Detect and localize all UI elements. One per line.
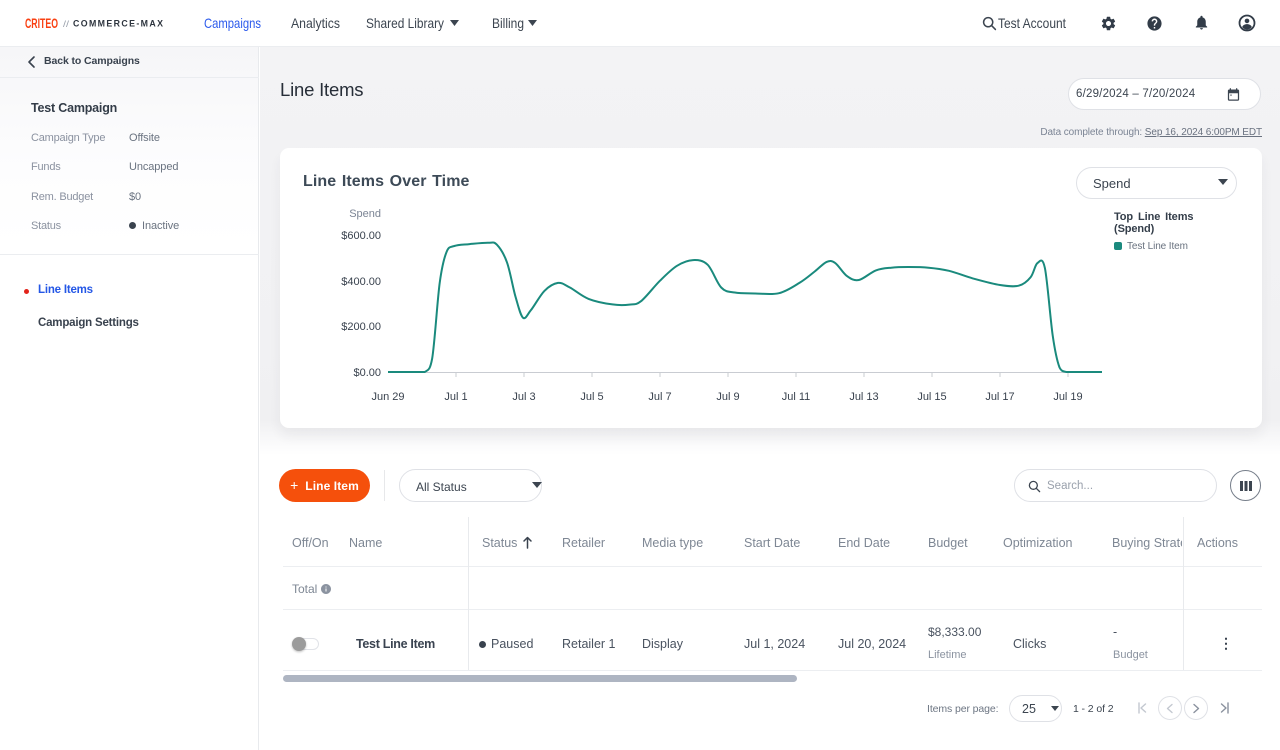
svg-text:Shared Library: Shared Library (366, 15, 444, 31)
svg-text:Jun 29: Jun 29 (371, 391, 404, 403)
svg-text:$200.00: $200.00 (341, 321, 381, 333)
svg-text:$400.00: $400.00 (341, 276, 381, 288)
svg-text://: // (63, 19, 70, 29)
svg-text:Jul 1: Jul 1 (444, 391, 467, 403)
svg-text:Jul 15: Jul 15 (917, 391, 946, 403)
svg-text:Jul 19: Jul 19 (1053, 391, 1082, 403)
svg-text:Test Account: Test Account (998, 15, 1066, 31)
svg-text:Jul 9: Jul 9 (716, 391, 739, 403)
svg-text:Jul 3: Jul 3 (512, 391, 535, 403)
svg-text:Jul 5: Jul 5 (580, 391, 603, 403)
svg-text:Spend: Spend (349, 208, 381, 220)
svg-text:Jul 17: Jul 17 (985, 391, 1014, 403)
svg-text:Analytics: Analytics (291, 15, 340, 31)
svg-text:Jul 11: Jul 11 (782, 391, 811, 403)
svg-text:Jul 7: Jul 7 (648, 391, 671, 403)
svg-text:$600.00: $600.00 (341, 230, 381, 242)
svg-text:COMMERCE-MAX: COMMERCE-MAX (73, 19, 163, 29)
svg-text:Campaigns: Campaigns (204, 15, 261, 31)
svg-text:Billing: Billing (492, 15, 524, 31)
svg-text:CRITEO: CRITEO (25, 16, 58, 31)
svg-text:$0.00: $0.00 (353, 367, 381, 379)
svg-text:Jul 13: Jul 13 (849, 391, 878, 403)
